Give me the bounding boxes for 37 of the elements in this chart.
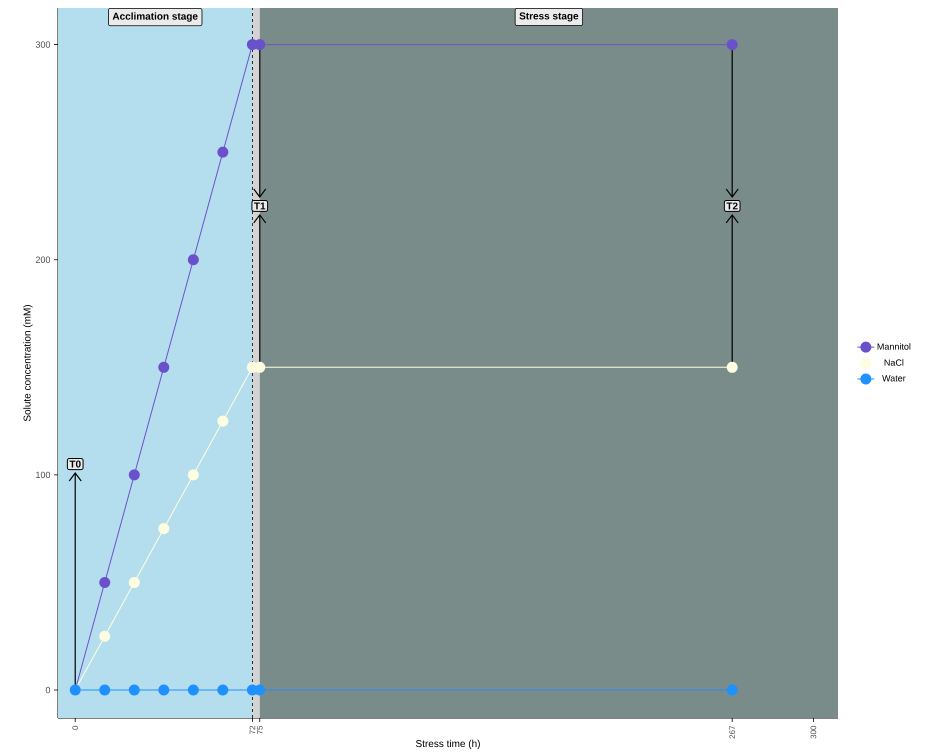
point	[128, 684, 140, 696]
x-tick-label: 75	[256, 726, 263, 734]
annotation: T1	[254, 202, 266, 210]
point	[158, 684, 170, 696]
point	[726, 684, 738, 696]
point	[99, 684, 110, 696]
point	[188, 254, 199, 266]
y-tick-label: 200	[36, 256, 50, 263]
point	[217, 416, 228, 427]
annotation: T2	[726, 202, 738, 210]
legend-label: Water	[882, 375, 906, 382]
y-axis-title: Solute concentration (mM)	[23, 305, 33, 422]
legend-label: Mannitol	[878, 343, 910, 350]
point	[158, 523, 170, 534]
point	[188, 469, 199, 480]
point	[217, 684, 228, 696]
legend-label: NaCl	[884, 359, 904, 366]
x-tick-label: 0	[72, 726, 78, 730]
y-tick-label: 0	[46, 686, 50, 694]
point	[726, 362, 738, 373]
point	[99, 630, 110, 642]
x-tick-label: 267	[729, 726, 736, 738]
band-label: Stress stage	[519, 12, 578, 22]
band-label: Acclimation stage	[112, 12, 198, 22]
point	[128, 576, 140, 588]
point	[128, 469, 140, 480]
point	[217, 146, 228, 158]
x-axis-title: Stress time (h)	[416, 740, 480, 750]
point	[188, 684, 199, 696]
point	[726, 39, 738, 50]
y-tick-label: 100	[36, 472, 50, 478]
x-tick-label: 300	[810, 726, 816, 739]
annotation: T0	[70, 460, 81, 468]
y-tick-label: 300	[36, 41, 50, 48]
point	[158, 362, 170, 373]
point	[99, 576, 110, 588]
x-tick-label: 72	[250, 726, 256, 734]
